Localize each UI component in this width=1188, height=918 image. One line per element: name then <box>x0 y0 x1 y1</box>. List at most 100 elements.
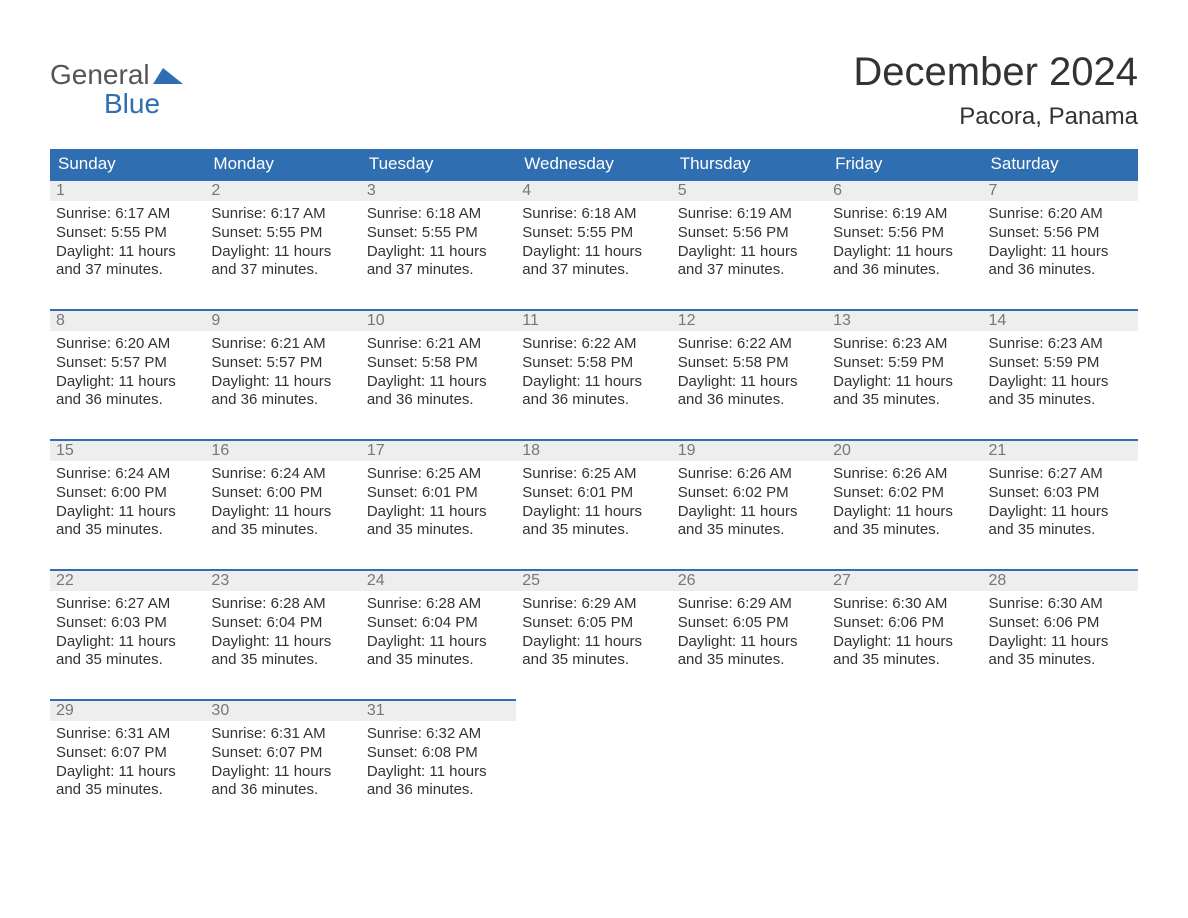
weekday-header: Sunday <box>50 149 205 179</box>
sunrise-line: Sunrise: 6:26 AM <box>833 465 976 484</box>
daylight-line: Daylight: 11 hours and 35 minutes. <box>56 633 199 671</box>
day-number: 19 <box>672 441 827 461</box>
day-number: 1 <box>50 181 205 201</box>
day-body: Sunrise: 6:22 AMSunset: 5:58 PMDaylight:… <box>672 331 827 410</box>
calendar-cell: 20Sunrise: 6:26 AMSunset: 6:02 PMDayligh… <box>827 439 982 569</box>
daylight-line: Daylight: 11 hours and 36 minutes. <box>367 373 510 411</box>
day-wrap: 16Sunrise: 6:24 AMSunset: 6:00 PMDayligh… <box>205 439 360 540</box>
sunset-line: Sunset: 6:08 PM <box>367 744 510 763</box>
daylight-line: Daylight: 11 hours and 37 minutes. <box>522 243 665 281</box>
sunset-line: Sunset: 5:58 PM <box>367 354 510 373</box>
day-number: 8 <box>50 311 205 331</box>
calendar-cell: 23Sunrise: 6:28 AMSunset: 6:04 PMDayligh… <box>205 569 360 699</box>
weekday-header-row: SundayMondayTuesdayWednesdayThursdayFrid… <box>50 149 1138 179</box>
day-body: Sunrise: 6:31 AMSunset: 6:07 PMDaylight:… <box>50 721 205 800</box>
logo-text-top: General <box>50 60 150 89</box>
weekday-header: Friday <box>827 149 982 179</box>
calendar-cell: 27Sunrise: 6:30 AMSunset: 6:06 PMDayligh… <box>827 569 982 699</box>
day-wrap: 3Sunrise: 6:18 AMSunset: 5:55 PMDaylight… <box>361 179 516 280</box>
daylight-line: Daylight: 11 hours and 36 minutes. <box>211 763 354 801</box>
day-number: 9 <box>205 311 360 331</box>
day-wrap: 9Sunrise: 6:21 AMSunset: 5:57 PMDaylight… <box>205 309 360 410</box>
sunrise-line: Sunrise: 6:25 AM <box>522 465 665 484</box>
daylight-line: Daylight: 11 hours and 37 minutes. <box>211 243 354 281</box>
day-number: 24 <box>361 571 516 591</box>
calendar-cell: 13Sunrise: 6:23 AMSunset: 5:59 PMDayligh… <box>827 309 982 439</box>
day-wrap: 23Sunrise: 6:28 AMSunset: 6:04 PMDayligh… <box>205 569 360 670</box>
day-wrap: 29Sunrise: 6:31 AMSunset: 6:07 PMDayligh… <box>50 699 205 800</box>
sunset-line: Sunset: 5:55 PM <box>211 224 354 243</box>
calendar-cell: 30Sunrise: 6:31 AMSunset: 6:07 PMDayligh… <box>205 699 360 829</box>
day-body: Sunrise: 6:19 AMSunset: 5:56 PMDaylight:… <box>672 201 827 280</box>
day-wrap: 1Sunrise: 6:17 AMSunset: 5:55 PMDaylight… <box>50 179 205 280</box>
daylight-line: Daylight: 11 hours and 37 minutes. <box>678 243 821 281</box>
daylight-line: Daylight: 11 hours and 35 minutes. <box>367 503 510 541</box>
day-number: 31 <box>361 701 516 721</box>
calendar-cell: 24Sunrise: 6:28 AMSunset: 6:04 PMDayligh… <box>361 569 516 699</box>
sunset-line: Sunset: 6:00 PM <box>211 484 354 503</box>
calendar-cell: 10Sunrise: 6:21 AMSunset: 5:58 PMDayligh… <box>361 309 516 439</box>
day-wrap: 13Sunrise: 6:23 AMSunset: 5:59 PMDayligh… <box>827 309 982 410</box>
sunset-line: Sunset: 6:03 PM <box>989 484 1132 503</box>
sunset-line: Sunset: 5:56 PM <box>833 224 976 243</box>
day-body: Sunrise: 6:24 AMSunset: 6:00 PMDaylight:… <box>205 461 360 540</box>
day-body: Sunrise: 6:20 AMSunset: 5:57 PMDaylight:… <box>50 331 205 410</box>
day-body: Sunrise: 6:25 AMSunset: 6:01 PMDaylight:… <box>361 461 516 540</box>
day-wrap: 15Sunrise: 6:24 AMSunset: 6:00 PMDayligh… <box>50 439 205 540</box>
calendar-cell: 26Sunrise: 6:29 AMSunset: 6:05 PMDayligh… <box>672 569 827 699</box>
sunset-line: Sunset: 5:57 PM <box>56 354 199 373</box>
day-number: 21 <box>983 441 1138 461</box>
calendar-cell: 25Sunrise: 6:29 AMSunset: 6:05 PMDayligh… <box>516 569 671 699</box>
sunrise-line: Sunrise: 6:22 AM <box>522 335 665 354</box>
daylight-line: Daylight: 11 hours and 35 minutes. <box>989 503 1132 541</box>
day-body: Sunrise: 6:24 AMSunset: 6:00 PMDaylight:… <box>50 461 205 540</box>
day-number: 16 <box>205 441 360 461</box>
day-wrap: 4Sunrise: 6:18 AMSunset: 5:55 PMDaylight… <box>516 179 671 280</box>
calendar-row: 29Sunrise: 6:31 AMSunset: 6:07 PMDayligh… <box>50 699 1138 829</box>
calendar-row: 15Sunrise: 6:24 AMSunset: 6:00 PMDayligh… <box>50 439 1138 569</box>
daylight-line: Daylight: 11 hours and 36 minutes. <box>989 243 1132 281</box>
day-wrap: 19Sunrise: 6:26 AMSunset: 6:02 PMDayligh… <box>672 439 827 540</box>
calendar-cell: 15Sunrise: 6:24 AMSunset: 6:00 PMDayligh… <box>50 439 205 569</box>
daylight-line: Daylight: 11 hours and 36 minutes. <box>367 763 510 801</box>
sunset-line: Sunset: 6:05 PM <box>522 614 665 633</box>
flag-icon <box>153 66 183 84</box>
header: General Blue December 2024 Pacora, Panam… <box>50 50 1138 131</box>
day-body: Sunrise: 6:17 AMSunset: 5:55 PMDaylight:… <box>50 201 205 280</box>
sunset-line: Sunset: 5:59 PM <box>833 354 976 373</box>
day-wrap: 28Sunrise: 6:30 AMSunset: 6:06 PMDayligh… <box>983 569 1138 670</box>
sunrise-line: Sunrise: 6:23 AM <box>989 335 1132 354</box>
calendar-cell <box>672 699 827 829</box>
sunrise-line: Sunrise: 6:24 AM <box>211 465 354 484</box>
sunset-line: Sunset: 6:01 PM <box>522 484 665 503</box>
daylight-line: Daylight: 11 hours and 35 minutes. <box>56 763 199 801</box>
day-wrap: 5Sunrise: 6:19 AMSunset: 5:56 PMDaylight… <box>672 179 827 280</box>
sunrise-line: Sunrise: 6:23 AM <box>833 335 976 354</box>
calendar-cell: 18Sunrise: 6:25 AMSunset: 6:01 PMDayligh… <box>516 439 671 569</box>
sunset-line: Sunset: 5:55 PM <box>522 224 665 243</box>
day-body: Sunrise: 6:21 AMSunset: 5:57 PMDaylight:… <box>205 331 360 410</box>
sunrise-line: Sunrise: 6:19 AM <box>678 205 821 224</box>
daylight-line: Daylight: 11 hours and 37 minutes. <box>367 243 510 281</box>
sunset-line: Sunset: 6:04 PM <box>367 614 510 633</box>
logo-text-bottom: Blue <box>50 89 183 118</box>
day-number: 12 <box>672 311 827 331</box>
daylight-line: Daylight: 11 hours and 37 minutes. <box>56 243 199 281</box>
day-number: 7 <box>983 181 1138 201</box>
logo: General Blue <box>50 50 183 119</box>
day-number: 14 <box>983 311 1138 331</box>
day-body: Sunrise: 6:30 AMSunset: 6:06 PMDaylight:… <box>983 591 1138 670</box>
day-wrap: 14Sunrise: 6:23 AMSunset: 5:59 PMDayligh… <box>983 309 1138 410</box>
sunrise-line: Sunrise: 6:18 AM <box>522 205 665 224</box>
sunrise-line: Sunrise: 6:32 AM <box>367 725 510 744</box>
daylight-line: Daylight: 11 hours and 35 minutes. <box>833 373 976 411</box>
calendar-cell: 19Sunrise: 6:26 AMSunset: 6:02 PMDayligh… <box>672 439 827 569</box>
location-label: Pacora, Panama <box>853 103 1138 131</box>
day-body: Sunrise: 6:18 AMSunset: 5:55 PMDaylight:… <box>516 201 671 280</box>
day-body: Sunrise: 6:19 AMSunset: 5:56 PMDaylight:… <box>827 201 982 280</box>
calendar-cell: 6Sunrise: 6:19 AMSunset: 5:56 PMDaylight… <box>827 179 982 309</box>
calendar-row: 22Sunrise: 6:27 AMSunset: 6:03 PMDayligh… <box>50 569 1138 699</box>
daylight-line: Daylight: 11 hours and 35 minutes. <box>678 633 821 671</box>
day-body: Sunrise: 6:17 AMSunset: 5:55 PMDaylight:… <box>205 201 360 280</box>
daylight-line: Daylight: 11 hours and 35 minutes. <box>989 373 1132 411</box>
